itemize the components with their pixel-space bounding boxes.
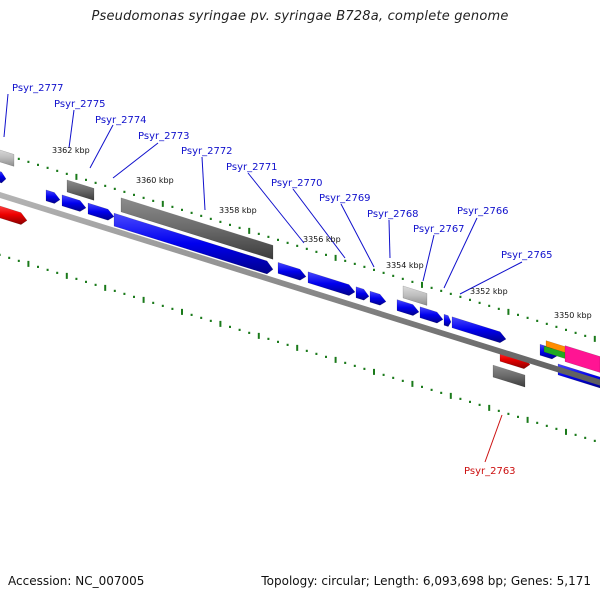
gene-psyr-2776 bbox=[45, 189, 61, 204]
gene-shape bbox=[564, 345, 600, 373]
gene-features[interactable] bbox=[0, 148, 600, 389]
gene-gray-c bbox=[492, 364, 526, 388]
gene-shape bbox=[402, 285, 428, 306]
gene-shape bbox=[277, 262, 307, 281]
gene-psyr-2770 bbox=[307, 271, 356, 296]
gene-red-left bbox=[0, 205, 28, 225]
gene-shape bbox=[0, 171, 7, 184]
kbp-label: 3356 kbp bbox=[303, 235, 341, 244]
leader-line bbox=[68, 109, 75, 149]
kbp-label: 3354 kbp bbox=[386, 261, 424, 270]
gene-shape bbox=[113, 212, 274, 275]
leader-line bbox=[484, 414, 503, 463]
kbp-label: 3360 kbp bbox=[136, 176, 174, 185]
leader-line bbox=[112, 142, 159, 179]
gene-label[interactable]: Psyr_2775 bbox=[54, 99, 106, 110]
gene-label[interactable]: Psyr_2772 bbox=[181, 146, 233, 157]
gene-label[interactable]: Psyr_2770 bbox=[271, 178, 323, 189]
leader-line bbox=[443, 217, 478, 289]
gene-pink bbox=[564, 345, 600, 373]
gene-shape bbox=[61, 194, 87, 212]
gene-label[interactable]: Psyr_2771 bbox=[226, 162, 278, 173]
backbone-line bbox=[0, 192, 600, 386]
gene-psyr-2775 bbox=[61, 194, 87, 212]
leader-line bbox=[459, 261, 523, 295]
gene-shape bbox=[307, 271, 356, 296]
gene-label[interactable]: Psyr_2777 bbox=[12, 83, 64, 94]
gene-psyr-2769 bbox=[355, 286, 370, 301]
gene-psyr-2778 bbox=[0, 171, 7, 184]
gene-label[interactable]: Psyr_2767 bbox=[413, 224, 465, 235]
leader-line bbox=[340, 203, 375, 268]
gene-psyr-2765a bbox=[443, 313, 452, 327]
gene-shape bbox=[0, 149, 15, 167]
gene-lgray-b bbox=[402, 285, 428, 306]
gene-psyr-2768 bbox=[369, 290, 387, 306]
gene-shape bbox=[396, 299, 420, 316]
genome-backbone bbox=[0, 192, 600, 386]
gene-gray-a bbox=[66, 179, 95, 201]
gene-psyr-2767 bbox=[396, 299, 420, 316]
gene-shape bbox=[369, 290, 387, 306]
kbp-label: 3352 kbp bbox=[470, 287, 508, 296]
accession-text: Accession: NC_007005 bbox=[8, 574, 145, 588]
gene-label[interactable]: Psyr_2765 bbox=[501, 250, 553, 261]
gene-shape bbox=[87, 202, 115, 221]
gene-shape bbox=[0, 205, 28, 225]
gene-shape bbox=[419, 306, 444, 324]
gene-shape bbox=[45, 189, 61, 204]
leader-line bbox=[292, 188, 346, 259]
gene-label[interactable]: Psyr_2763 bbox=[464, 466, 516, 477]
tick-track-bottom bbox=[0, 253, 596, 442]
kbp-label: 3350 kbp bbox=[554, 311, 592, 320]
gene-label[interactable]: Psyr_2768 bbox=[367, 209, 419, 220]
gene-psyr-2773 bbox=[120, 197, 274, 260]
topology-text: Topology: circular; Length: 6,093,698 bp… bbox=[261, 574, 591, 588]
leader-line bbox=[422, 234, 435, 282]
leader-line bbox=[201, 156, 206, 211]
gene-label[interactable]: Psyr_2773 bbox=[138, 131, 190, 142]
gene-psyr-2771 bbox=[277, 262, 307, 281]
leader-line bbox=[3, 93, 9, 138]
gene-psyr-2772 bbox=[113, 212, 274, 275]
gene-psyr-2777 bbox=[0, 149, 15, 167]
leader-line bbox=[247, 172, 305, 244]
gene-psyr-2774 bbox=[87, 202, 115, 221]
map-title: Pseudomonas syringae pv. syringae B728a,… bbox=[91, 9, 509, 24]
gene-shape bbox=[443, 313, 452, 327]
gene-shape bbox=[451, 316, 507, 344]
gene-shape bbox=[355, 286, 370, 301]
kbp-label: 3362 kbp bbox=[52, 146, 90, 155]
gene-shape bbox=[492, 364, 526, 388]
leader-line bbox=[388, 219, 391, 259]
tick-track-top bbox=[0, 151, 596, 342]
gene-psyr-2765 bbox=[451, 316, 507, 344]
leader-line bbox=[89, 124, 114, 169]
gene-label[interactable]: Psyr_2766 bbox=[457, 206, 509, 217]
label-leader-lines bbox=[3, 93, 523, 463]
gene-psyr-2766 bbox=[419, 306, 444, 324]
gene-shape bbox=[120, 197, 274, 260]
kbp-label: 3358 kbp bbox=[219, 206, 257, 215]
gene-label[interactable]: Psyr_2774 bbox=[95, 115, 147, 126]
gene-label[interactable]: Psyr_2769 bbox=[319, 193, 371, 204]
gene-shape bbox=[66, 179, 95, 201]
